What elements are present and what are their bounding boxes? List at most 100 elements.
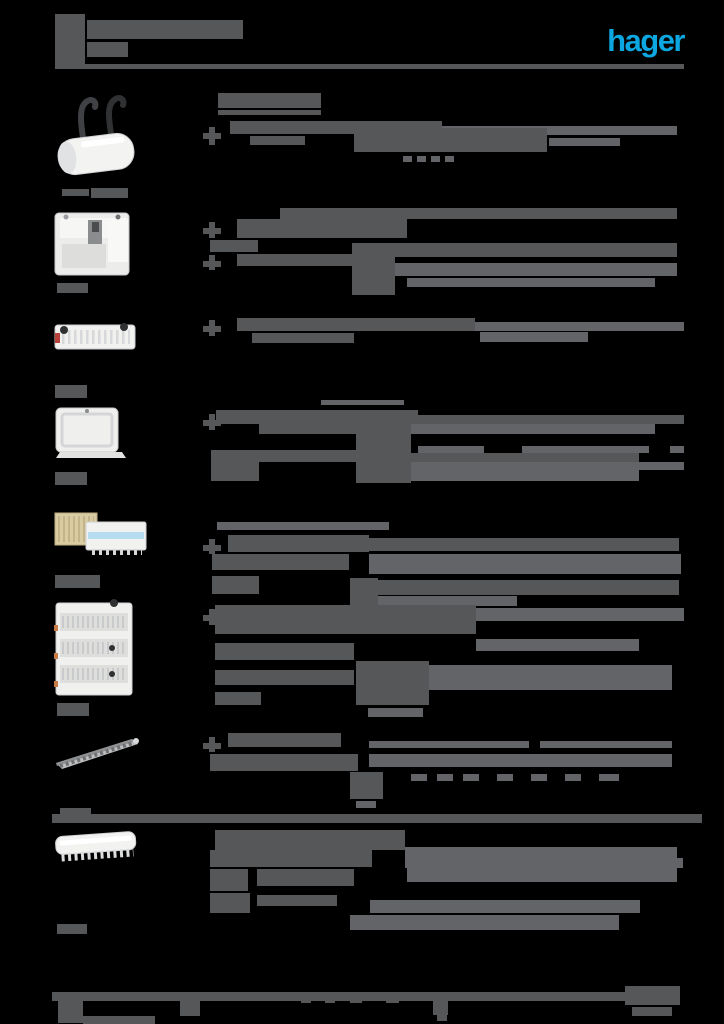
product-photo-terminal-block [52, 826, 142, 870]
redacted-description-text [463, 774, 479, 781]
redacted-description-text [350, 915, 619, 930]
redacted-description-text [228, 535, 369, 552]
redacted-description-text [215, 605, 476, 634]
redacted-footer-text [625, 986, 680, 1005]
redacted-section-heading [218, 110, 321, 115]
redacted-description-text [378, 596, 517, 606]
product-photo-enclosure-3row [52, 597, 140, 701]
redacted-description-text [356, 801, 376, 808]
redacted-description-text [203, 420, 221, 426]
redacted-description-text [475, 322, 684, 331]
redacted-description-text [203, 261, 221, 267]
redacted-description-text [442, 126, 677, 135]
redacted-section-heading [218, 93, 321, 108]
redacted-description-text [203, 743, 221, 749]
redacted-description-text [354, 128, 547, 152]
redacted-description-text [445, 156, 454, 162]
redacted-description-text [215, 643, 354, 660]
redacted-description-text [350, 772, 383, 799]
redacted-description-text [395, 243, 677, 257]
redacted-description-text [549, 138, 620, 146]
redacted-description-text [599, 774, 619, 781]
redacted-image-caption [57, 283, 88, 293]
redacted-description-text [437, 774, 453, 781]
redacted-description-text [476, 608, 684, 621]
redacted-description-text [411, 470, 639, 481]
redacted-description-text [411, 453, 639, 462]
redacted-description-text [203, 133, 221, 139]
redacted-description-text [540, 741, 672, 748]
redacted-header-text [55, 64, 684, 69]
redacted-description-text [212, 576, 259, 594]
redacted-description-text [411, 462, 684, 470]
redacted-description-text [356, 415, 411, 483]
redacted-description-text [403, 156, 412, 162]
redacted-footer-text [386, 995, 399, 1003]
redacted-description-text [405, 858, 683, 868]
redacted-description-text [203, 615, 221, 621]
redacted-image-caption [55, 385, 87, 398]
redacted-description-text [215, 692, 261, 705]
product-photo-wall-box [52, 405, 130, 461]
redacted-description-text [395, 263, 677, 276]
product-photo-din-rail [52, 313, 140, 361]
redacted-description-text [497, 774, 513, 781]
redacted-description-text [212, 554, 349, 570]
redacted-image-caption [62, 189, 89, 196]
redacted-image-caption [55, 472, 87, 485]
redacted-description-text [252, 333, 354, 343]
redacted-footer-text [52, 992, 628, 1001]
redacted-description-text [350, 578, 378, 606]
hager-logo: hager [607, 23, 685, 58]
redacted-description-text [417, 156, 426, 162]
redacted-header-text [87, 42, 128, 57]
redacted-header-text [87, 20, 243, 39]
redacted-footer-text [437, 1015, 447, 1021]
redacted-description-text [237, 318, 475, 331]
redacted-footer-text [180, 1001, 200, 1016]
redacted-description-text [480, 332, 588, 342]
redacted-description-text [228, 733, 341, 747]
redacted-description-text [476, 639, 639, 651]
redacted-image-caption [57, 703, 89, 716]
redacted-description-text [259, 424, 356, 434]
redacted-description-text [210, 754, 358, 771]
redacted-description-text [352, 243, 395, 295]
redacted-description-text [211, 450, 356, 462]
redacted-description-text [237, 219, 407, 238]
redacted-description-text [369, 554, 681, 574]
redacted-description-text [369, 741, 529, 748]
redacted-description-text [250, 136, 305, 145]
redacted-description-text [321, 400, 404, 405]
redacted-description-text [356, 661, 429, 705]
redacted-image-caption [55, 575, 100, 588]
divider-rule [60, 808, 91, 815]
redacted-footer-text [350, 995, 362, 1003]
redacted-description-text [418, 415, 684, 424]
redacted-description-text [257, 869, 354, 886]
redacted-description-text [210, 893, 250, 913]
redacted-description-text [237, 254, 354, 266]
redacted-footer-text [433, 995, 448, 1015]
redacted-description-text [217, 522, 389, 530]
redacted-header-text [55, 14, 85, 64]
redacted-footer-text [632, 1007, 672, 1016]
redacted-description-text [370, 900, 640, 913]
redacted-description-text [215, 670, 354, 685]
redacted-description-text [280, 208, 677, 219]
redacted-description-text [670, 446, 684, 453]
redacted-description-text [210, 869, 248, 891]
redacted-description-text [429, 665, 672, 690]
